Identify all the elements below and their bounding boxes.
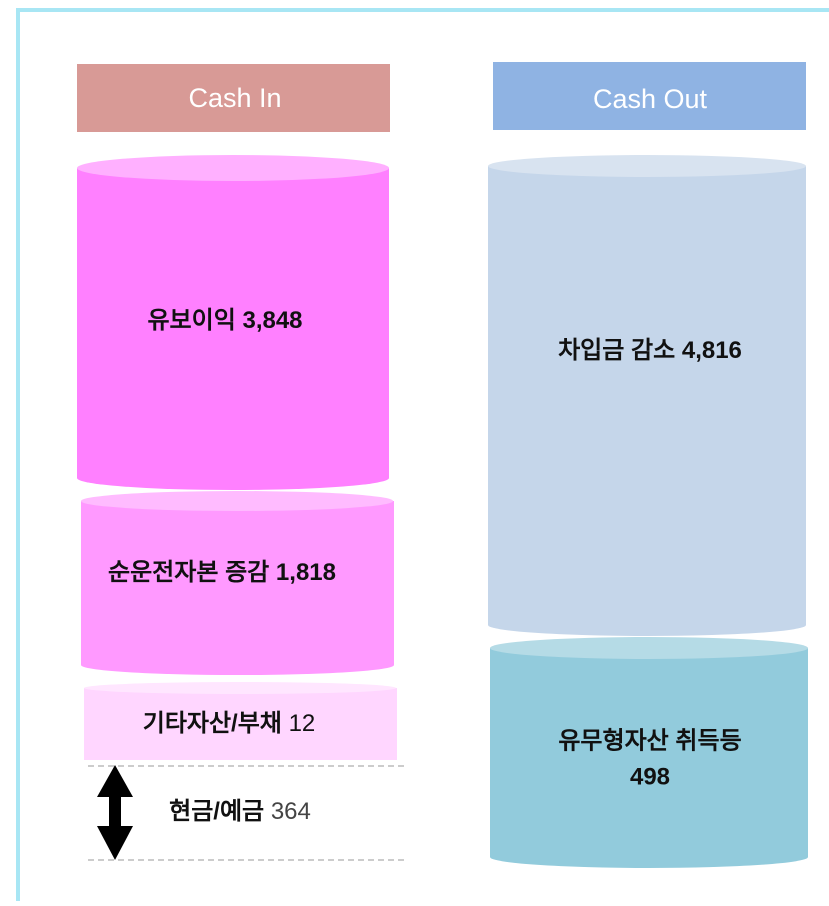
text-part: 유보이익 (147, 307, 235, 334)
text-part: 12 (289, 710, 316, 737)
cash-text: 현금/예금 364 (169, 798, 311, 825)
item-label: 유무형자산 취득등 (558, 727, 741, 754)
item-text: 기타자산/부채 12 (143, 710, 316, 737)
text-part: 차입금 감소 (558, 337, 675, 364)
item-value: 498 (630, 763, 670, 790)
text-part: 현금/예금 (169, 798, 264, 825)
cylinder (490, 637, 808, 868)
cylinder (81, 491, 394, 676)
text-part: 3,848 (242, 307, 302, 334)
cylinder (84, 682, 397, 760)
header-box (77, 64, 390, 132)
frame (16, 8, 829, 901)
double-arrow (97, 765, 133, 860)
header: Cash Out (593, 84, 708, 114)
header-box (493, 62, 806, 130)
item-text: 순운전자본 증감 1,818 (108, 559, 336, 586)
text-part: 1,818 (276, 559, 336, 586)
text-part: 364 (271, 798, 311, 825)
text-part: 순운전자본 증감 (108, 559, 269, 586)
cylinder (488, 155, 806, 636)
text-part: 4,816 (682, 337, 742, 364)
item-text: 차입금 감소 4,816 (558, 337, 742, 364)
text-part: 기타자산/부채 (143, 710, 282, 737)
header: Cash In (188, 83, 281, 113)
item-text: 유보이익 3,848 (147, 307, 302, 334)
cylinder (77, 155, 389, 490)
